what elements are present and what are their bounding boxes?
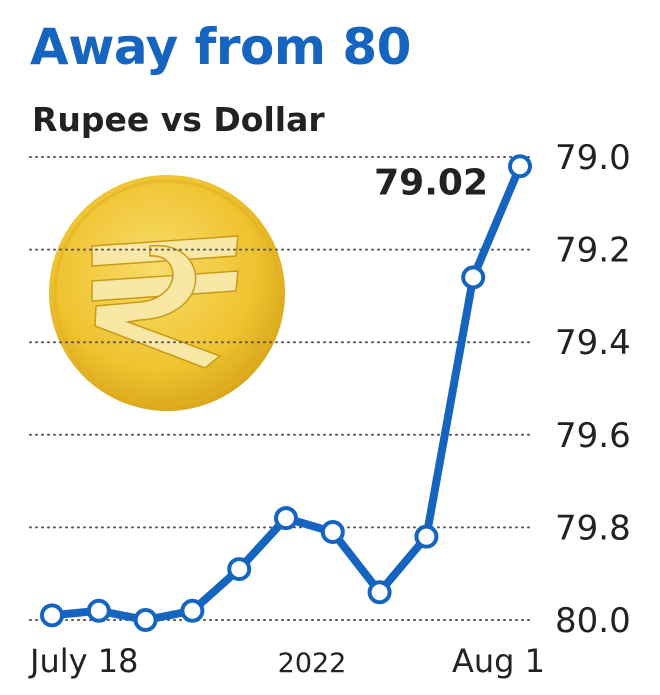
data-point xyxy=(180,598,205,623)
y-tick-label: 79.4 xyxy=(555,323,631,363)
y-tick-label: 79.2 xyxy=(555,231,631,271)
y-tick-label: 80.0 xyxy=(555,601,631,641)
x-tick-label: Aug 1 xyxy=(452,642,545,680)
data-point xyxy=(414,524,439,549)
data-point xyxy=(461,265,486,290)
data-point xyxy=(274,506,298,531)
x-tick-label: 2022 xyxy=(278,648,347,679)
x-tick-label: July 18 xyxy=(28,642,138,680)
y-tick-label: 79.8 xyxy=(555,508,631,548)
y-tick-label: 79.0 xyxy=(555,138,631,178)
data-point xyxy=(508,154,532,179)
data-point xyxy=(133,608,158,632)
data-point xyxy=(40,603,64,628)
data-point xyxy=(227,557,252,582)
data-point xyxy=(320,520,345,545)
rupee-coin-icon xyxy=(49,175,285,411)
data-label: 79.02 xyxy=(374,162,488,203)
chart-title: Away from 80 xyxy=(30,18,411,76)
data-point xyxy=(367,580,392,605)
y-tick-label: 79.6 xyxy=(555,416,631,456)
data-point xyxy=(86,598,111,623)
chart-subtitle: Rupee vs Dollar xyxy=(32,100,325,139)
